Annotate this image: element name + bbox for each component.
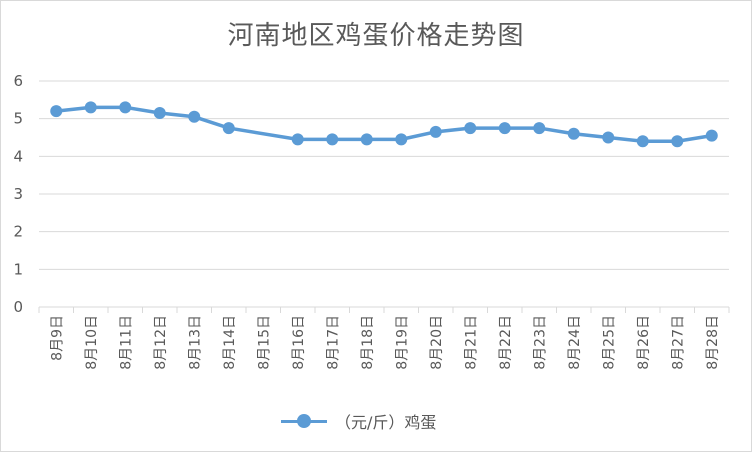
x-tick-label: 8月22日	[498, 315, 514, 370]
x-tick-label: 8月14日	[222, 315, 238, 370]
data-point	[395, 133, 408, 146]
data-point	[636, 135, 649, 148]
data-point	[50, 105, 63, 118]
y-tick-label: 6	[13, 72, 23, 90]
y-tick-label: 5	[13, 110, 23, 128]
data-point	[671, 135, 684, 148]
y-tick-label: 2	[13, 223, 23, 241]
x-tick-label: 8月23日	[532, 315, 548, 370]
x-tick-label: 8月13日	[187, 315, 203, 370]
x-tick-label: 8月26日	[636, 315, 652, 370]
data-point	[705, 129, 718, 142]
x-tick-label: 8月18日	[360, 315, 376, 370]
data-point	[602, 131, 615, 144]
x-tick-label: 8月15日	[256, 315, 272, 370]
x-tick-label: 8月21日	[463, 315, 479, 370]
data-point	[153, 107, 166, 120]
x-tick-label: 8月16日	[291, 315, 307, 370]
chart-title: 河南地区鸡蛋价格走势图	[227, 21, 525, 51]
data-point	[533, 122, 546, 135]
x-tick-label: 8月11日	[118, 315, 134, 370]
data-point	[222, 122, 235, 135]
data-point	[464, 122, 477, 135]
data-point	[188, 110, 201, 123]
y-tick-label: 0	[13, 298, 23, 316]
legend: （元/斤）鸡蛋	[281, 408, 436, 434]
data-point	[84, 101, 97, 114]
y-tick-label: 1	[13, 260, 23, 278]
data-point	[360, 133, 373, 146]
x-tick-label: 8月10日	[84, 315, 100, 370]
y-tick-label: 3	[13, 185, 23, 203]
data-point	[326, 133, 339, 146]
x-tick-label: 8月9日	[49, 315, 65, 361]
data-point	[291, 133, 304, 146]
x-tick-label: 8月19日	[394, 315, 410, 370]
x-tick-label: 8月27日	[670, 315, 686, 370]
y-tick-label: 4	[13, 147, 23, 165]
data-point	[567, 127, 580, 140]
x-tick-label: 8月17日	[325, 315, 341, 370]
legend-label: （元/斤）鸡蛋	[335, 413, 437, 432]
x-tick-label: 8月24日	[567, 315, 583, 370]
data-point	[119, 101, 132, 114]
data-point	[429, 125, 442, 138]
x-tick-label: 8月12日	[153, 315, 169, 370]
data-point	[498, 122, 511, 135]
x-tick-label: 8月20日	[429, 315, 445, 370]
x-tick-label: 8月25日	[601, 315, 617, 370]
legend-swatch	[281, 414, 327, 428]
x-tick-label: 8月28日	[705, 315, 721, 370]
